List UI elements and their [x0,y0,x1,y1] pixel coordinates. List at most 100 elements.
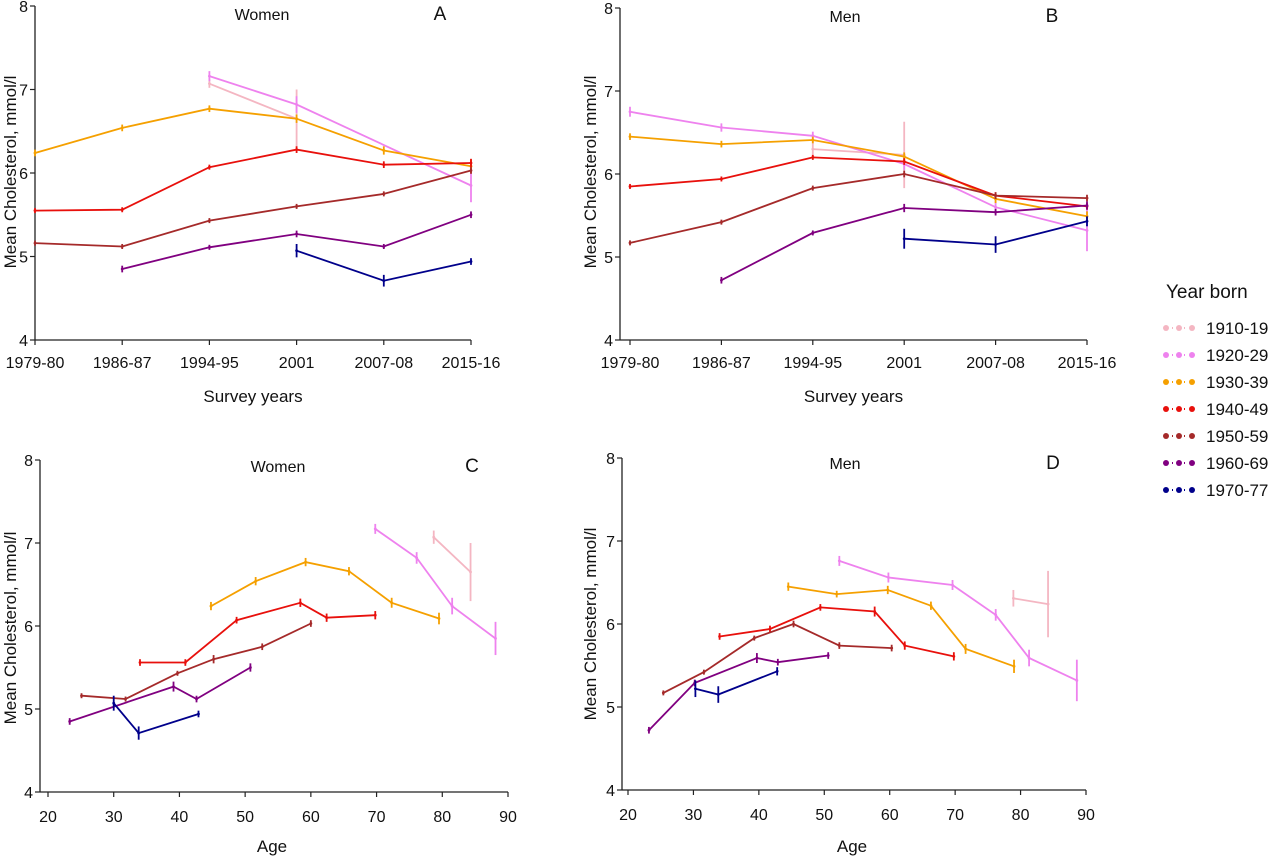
series-1970-77 [902,216,1089,253]
data-point [295,205,298,208]
data-point [295,249,298,253]
legend-marker [1189,433,1195,439]
legend-marker [1176,406,1182,412]
series-1910-19 [432,530,472,602]
data-point [702,670,706,674]
series-line [629,110,1088,232]
data-point [811,134,815,138]
data-point [994,210,997,214]
data-point [249,666,252,669]
series-1930-39 [628,133,1089,222]
y-tick-label: 4 [606,783,615,800]
x-tick-label: 90 [499,809,517,826]
data-point [837,559,841,563]
legend-marker [1176,352,1182,358]
legend-label: 1960-69 [1206,454,1268,473]
legend-marker [1163,487,1169,493]
y-tick-label: 6 [24,619,33,636]
series-line [140,601,376,664]
y-tick-label: 6 [606,617,615,634]
chart-panel-a: 4 5 6 7 8 1979-80 1986-87 1994-95 2001 2007-08 201… [1,0,500,406]
series-1970-77 [112,695,200,740]
data-point [693,687,697,691]
series-1940-49 [138,598,377,666]
y-axis-label: Mean Cholesterol, mmol/l [1,76,20,269]
legend-marker [1163,352,1169,358]
series-line [1013,597,1049,605]
data-point [382,245,386,248]
data-point [494,637,497,640]
legend-label: 1970-77 [1206,481,1268,500]
data-point [929,604,933,608]
data-point [886,588,890,592]
series-1950-59 [80,620,313,702]
y-tick-label: 6 [604,167,613,184]
data-point [994,243,997,246]
y-tick-label: 7 [19,83,28,100]
legend-marker [1163,325,1169,331]
y-tick-label: 4 [604,333,613,350]
y-tick-label: 5 [604,250,613,267]
data-point [33,151,37,155]
y-axis-label: Mean Cholesterol, mmol/l [1,532,20,725]
series-1960-69 [68,663,252,725]
series-1960-69 [647,652,830,734]
data-point [197,712,200,716]
data-point [382,279,386,283]
x-axis-label: Age [837,837,867,856]
series-line [629,135,1088,218]
panel-letter: D [1046,453,1060,474]
data-point [209,604,213,608]
data-point [720,177,723,181]
legend-label: 1930-39 [1206,373,1268,392]
series-1960-69 [720,201,1089,284]
data-point [902,206,906,210]
legend-label: 1910-19 [1206,319,1268,338]
legend: Year born 1910-191920-291930-391940-4919… [1163,282,1268,500]
data-point [373,527,377,531]
x-tick-label: 70 [368,809,386,826]
y-axis-label: Mean Cholesterol, mmol/l [581,528,600,721]
data-point [887,576,890,579]
data-point [994,194,997,197]
legend-marker [1176,460,1182,466]
data-point [208,245,211,249]
data-point [1085,219,1089,223]
legend-item: 1930-39 [1163,373,1268,392]
data-point [811,138,815,142]
data-point [120,126,124,130]
data-point [776,660,780,664]
series-1930-39 [33,105,473,173]
series-1920-29 [373,523,497,656]
series-1960-69 [120,211,473,273]
y-tick-label: 5 [19,250,28,267]
data-point [124,697,127,701]
legend-label: 1940-49 [1206,400,1268,419]
x-tick-label: 20 [39,809,57,826]
data-point [195,697,198,701]
series-line [788,585,1015,668]
legend-label: 1950-59 [1206,427,1268,446]
series-1940-49 [33,146,473,214]
y-tick-label: 8 [19,0,28,16]
legend-marker [1163,433,1169,439]
series-1930-39 [209,557,441,625]
y-tick-label: 6 [19,166,28,183]
legend-item: 1950-59 [1163,427,1268,446]
x-tick-label: 2007-08 [966,355,1025,372]
legend-item: 1920-29 [1163,346,1268,365]
y-tick-label: 8 [604,1,613,18]
x-tick-label: 1994-95 [783,355,842,372]
series-line [121,213,472,270]
data-point [469,184,473,187]
data-point [295,103,298,106]
series-line [69,666,251,723]
legend-item: 1940-49 [1163,400,1268,419]
y-tick-label: 7 [604,84,613,101]
data-point [818,606,822,609]
x-tick-label: 2015-16 [1058,355,1117,372]
legend-marker [1163,460,1169,466]
series-1970-77 [693,667,779,703]
